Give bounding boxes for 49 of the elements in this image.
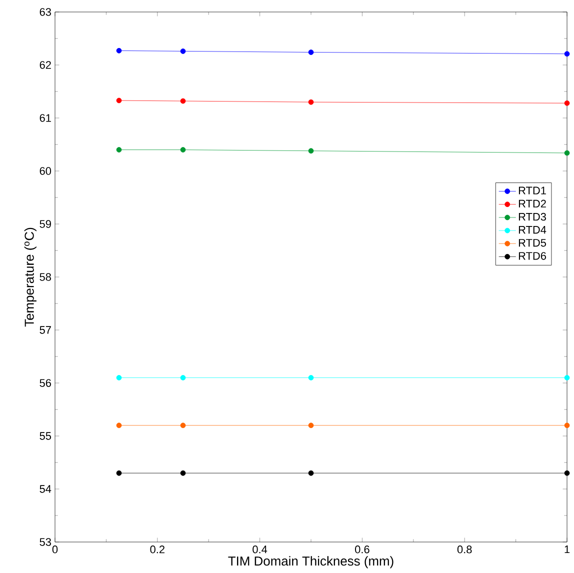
point [564, 470, 570, 476]
point [180, 48, 186, 54]
point [308, 148, 314, 154]
x-tick-label: 0.8 [457, 546, 472, 554]
point [180, 98, 186, 104]
legend-label: RTD6 [518, 252, 546, 260]
y-tick-label: 63 [40, 8, 51, 16]
y-tick-label: 54 [40, 485, 52, 493]
point [116, 147, 122, 152]
y-tick-label: 62 [40, 61, 51, 69]
y-tick-label: 59 [40, 220, 51, 228]
point [308, 99, 314, 105]
point [116, 375, 122, 380]
point [564, 100, 570, 106]
y-tick-label: 57 [40, 326, 51, 334]
y-tick-label: 61 [40, 114, 51, 122]
point [180, 470, 186, 476]
point [116, 422, 122, 428]
x-tick-label: 0.4 [252, 546, 268, 554]
point [180, 147, 186, 152]
legend-label: RTD3 [518, 212, 546, 221]
point [116, 98, 122, 104]
legend-label: RTD4 [518, 226, 546, 234]
point [116, 470, 122, 476]
point [564, 422, 570, 428]
x-tick-label: 0.6 [355, 546, 370, 554]
point [564, 150, 570, 156]
y-tick-label: 58 [40, 273, 51, 281]
x-tick-label: 1 [564, 546, 570, 554]
x-tick-label: 0.2 [150, 546, 164, 554]
y-tick-label: 55 [40, 432, 52, 440]
point [564, 375, 570, 380]
point [180, 422, 186, 428]
y-tick-label: 53 [40, 538, 51, 546]
legend-label: RTD5 [518, 239, 546, 247]
x-tick-label: 0 [52, 546, 58, 554]
x-axis-title: TIM Domain Thickness (mm) [228, 556, 394, 568]
legend-label: RTD1 [518, 186, 546, 194]
point [308, 50, 314, 55]
point [308, 470, 314, 476]
point [564, 51, 570, 57]
y-tick-label: 56 [40, 379, 51, 387]
point [180, 375, 186, 380]
point [116, 48, 122, 54]
y-tick-label: 60 [40, 167, 52, 175]
point [308, 422, 314, 428]
y-axis-title: Temperature ($^{o}$C) [24, 228, 36, 327]
point [308, 375, 314, 380]
legend-label: RTD2 [518, 200, 546, 208]
